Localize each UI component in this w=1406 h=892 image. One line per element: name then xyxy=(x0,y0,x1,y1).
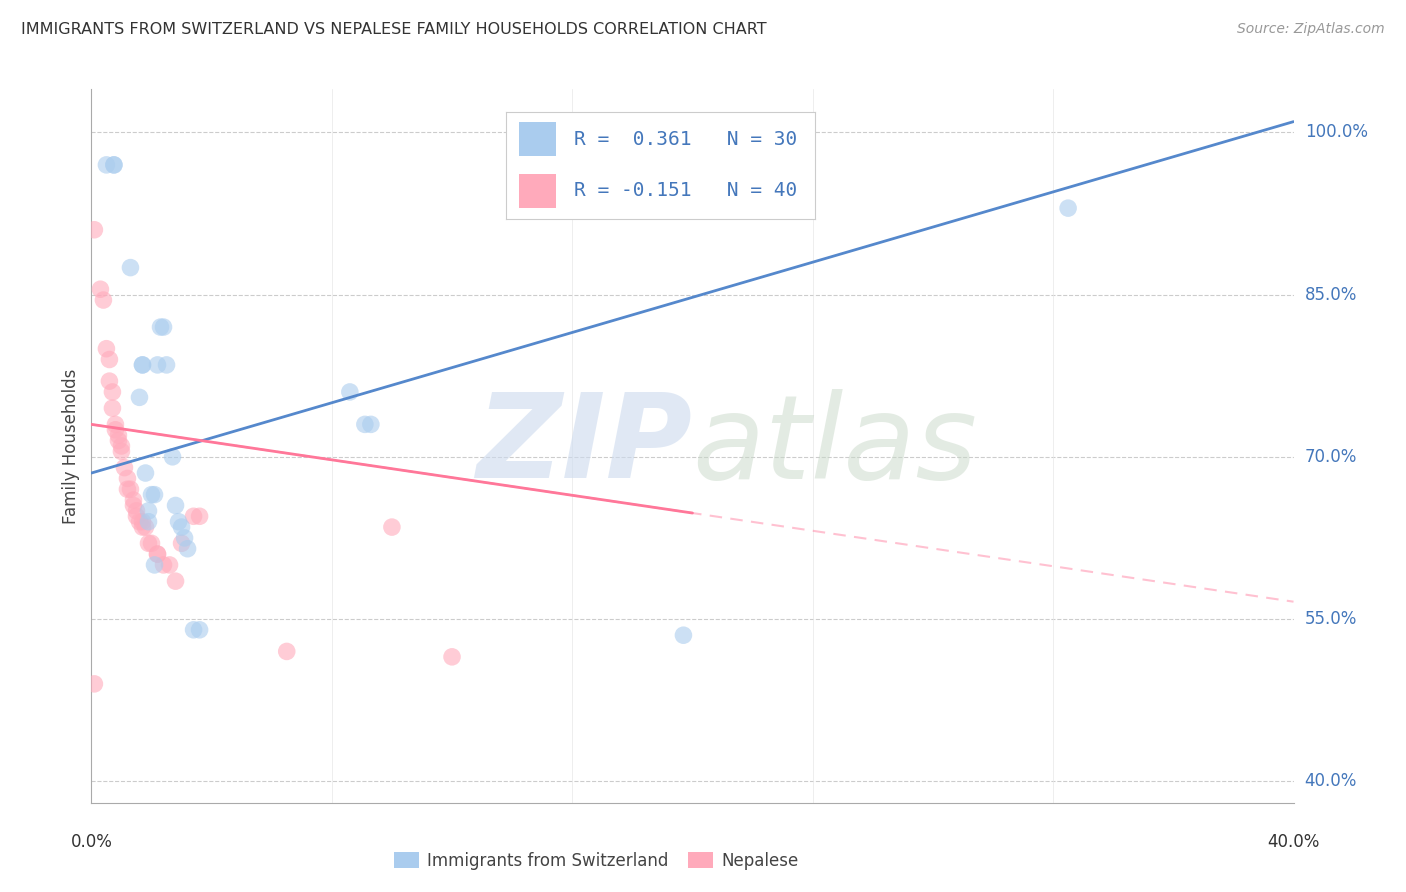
Point xyxy=(89,282,111,296)
Point xyxy=(134,466,156,480)
Point xyxy=(107,434,129,448)
Text: 85.0%: 85.0% xyxy=(1305,285,1357,303)
Text: atlas: atlas xyxy=(692,389,977,503)
Text: R = -0.151   N = 40: R = -0.151 N = 40 xyxy=(574,181,797,200)
Point xyxy=(152,558,174,572)
Point xyxy=(96,158,118,172)
Y-axis label: Family Households: Family Households xyxy=(62,368,80,524)
Legend: Immigrants from Switzerland, Nepalese: Immigrants from Switzerland, Nepalese xyxy=(387,846,806,877)
Point xyxy=(122,493,145,508)
Point xyxy=(125,509,148,524)
Point xyxy=(138,536,160,550)
FancyBboxPatch shape xyxy=(519,174,555,208)
Point xyxy=(83,223,105,237)
FancyBboxPatch shape xyxy=(519,122,555,156)
Point xyxy=(125,504,148,518)
Point xyxy=(165,574,187,589)
Point xyxy=(170,520,193,534)
Point xyxy=(183,509,205,524)
Point xyxy=(672,628,695,642)
Point xyxy=(104,417,127,432)
Text: Source: ZipAtlas.com: Source: ZipAtlas.com xyxy=(1237,22,1385,37)
Point xyxy=(83,677,105,691)
Point xyxy=(128,390,150,404)
Point xyxy=(93,293,115,307)
Text: 0.0%: 0.0% xyxy=(70,833,112,851)
Point xyxy=(117,482,139,496)
Point xyxy=(146,358,169,372)
Point xyxy=(107,428,129,442)
Point xyxy=(146,547,169,561)
Text: IMMIGRANTS FROM SWITZERLAND VS NEPALESE FAMILY HOUSEHOLDS CORRELATION CHART: IMMIGRANTS FROM SWITZERLAND VS NEPALESE … xyxy=(21,22,766,37)
Point xyxy=(143,488,166,502)
Point xyxy=(120,260,142,275)
Point xyxy=(339,384,361,399)
Point xyxy=(276,644,298,658)
Point xyxy=(141,488,163,502)
Text: 70.0%: 70.0% xyxy=(1305,448,1357,466)
Point xyxy=(143,558,166,572)
Text: 100.0%: 100.0% xyxy=(1305,123,1368,142)
Text: R =  0.361   N = 30: R = 0.361 N = 30 xyxy=(574,130,797,149)
Point xyxy=(120,482,142,496)
Point xyxy=(138,504,160,518)
Point xyxy=(152,320,174,334)
Point xyxy=(128,515,150,529)
Point xyxy=(131,520,153,534)
Point xyxy=(167,515,190,529)
Point xyxy=(176,541,198,556)
Point xyxy=(110,439,132,453)
Point xyxy=(110,444,132,458)
Point xyxy=(134,520,156,534)
Point xyxy=(162,450,184,464)
Point xyxy=(354,417,377,432)
Point xyxy=(131,358,153,372)
Point xyxy=(159,558,181,572)
Text: 40.0%: 40.0% xyxy=(1267,833,1320,851)
Point xyxy=(98,352,121,367)
Point xyxy=(155,358,177,372)
Point xyxy=(173,531,195,545)
Text: ZIP: ZIP xyxy=(477,389,692,503)
Point xyxy=(131,358,153,372)
Point xyxy=(165,499,187,513)
Point xyxy=(114,460,136,475)
Point xyxy=(122,499,145,513)
Text: 55.0%: 55.0% xyxy=(1305,610,1357,628)
Point xyxy=(188,623,211,637)
Point xyxy=(101,384,124,399)
Point xyxy=(149,320,172,334)
Point xyxy=(381,520,404,534)
Point xyxy=(1057,201,1080,215)
Point xyxy=(98,374,121,388)
Point xyxy=(101,401,124,416)
Point xyxy=(170,536,193,550)
Point xyxy=(131,515,153,529)
Point xyxy=(141,536,163,550)
Point xyxy=(440,649,463,664)
Point xyxy=(117,471,139,485)
Point xyxy=(96,342,118,356)
Text: 40.0%: 40.0% xyxy=(1305,772,1357,790)
Point xyxy=(103,158,125,172)
Point xyxy=(146,547,169,561)
Point xyxy=(138,515,160,529)
Point xyxy=(104,423,127,437)
Point xyxy=(183,623,205,637)
Point xyxy=(360,417,382,432)
Point xyxy=(188,509,211,524)
Point xyxy=(103,158,125,172)
